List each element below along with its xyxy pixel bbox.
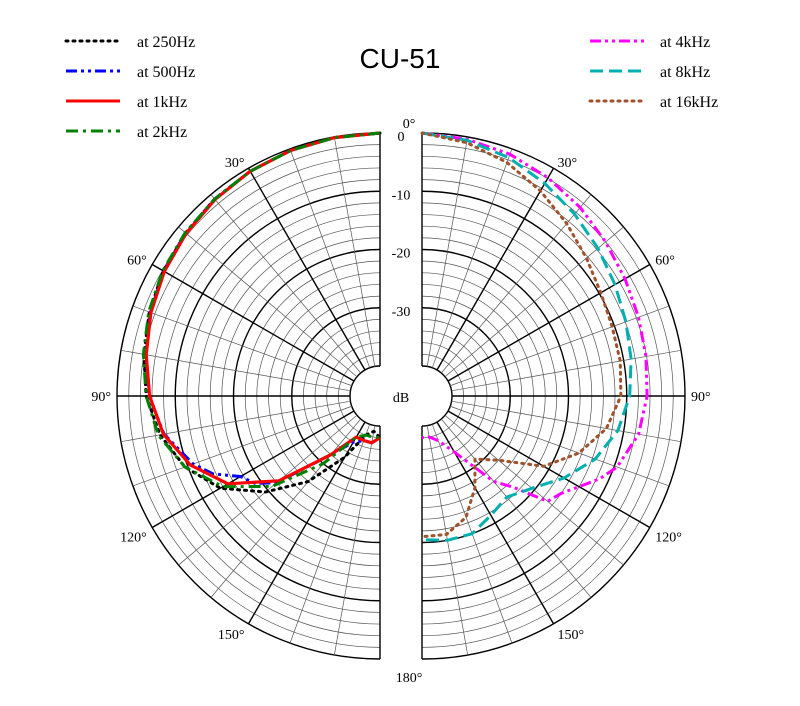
grid-spoke <box>450 305 670 387</box>
grid-spoke-major <box>436 421 555 625</box>
polar-grid-left <box>116 132 381 660</box>
tick-labels: 0 -10 -20 -30 dB 0° 30° 30° 60° 60° 90° 90° 120° 120°… <box>91 117 710 686</box>
grid-spoke <box>451 349 682 392</box>
angle-tick-label: 90° <box>91 390 111 405</box>
grid-ring-major <box>349 365 381 427</box>
grid-spoke <box>444 226 624 377</box>
legend-label: at 2kHz <box>137 124 187 141</box>
grid-ring-major <box>421 365 453 427</box>
r-tick-label: -10 <box>392 188 411 203</box>
legend-label: at 16kHz <box>660 94 718 111</box>
angle-tick-label: 30° <box>225 156 245 171</box>
series-line-4 <box>421 131 649 503</box>
grid-spoke-major <box>151 410 355 529</box>
r-tick-label: -20 <box>392 247 411 262</box>
series-line-5 <box>421 131 633 542</box>
grid-spoke-major <box>247 167 366 371</box>
angle-tick-label: 120° <box>655 531 682 546</box>
series-line-0 <box>142 131 382 494</box>
grid-spoke <box>426 136 469 367</box>
angle-tick-label: 60° <box>655 254 675 269</box>
grid-spoke <box>289 424 371 644</box>
grid-spoke <box>178 226 358 377</box>
grid-spoke <box>333 425 376 656</box>
r-tick-label: 0 <box>398 130 405 145</box>
grid-spoke <box>450 405 670 487</box>
grid-spoke <box>431 148 513 368</box>
grid-spoke <box>441 194 592 374</box>
grid-spoke <box>120 349 351 392</box>
grid-spoke <box>210 418 361 598</box>
chart-title: CU-51 <box>360 43 441 74</box>
legend-label: at 4kHz <box>660 34 710 51</box>
polar-grid-right <box>421 132 686 660</box>
grid-spoke <box>444 415 624 566</box>
grid-spoke-major <box>151 263 355 382</box>
grid-spoke <box>120 400 351 443</box>
angle-tick-label: 150° <box>558 628 585 643</box>
angle-tick-label: 30° <box>558 156 578 171</box>
grid-spoke <box>132 405 352 487</box>
grid-spoke-major <box>436 167 555 371</box>
legend-label: at 8kHz <box>660 64 710 81</box>
angle-tick-label: 150° <box>218 628 245 643</box>
grid-spoke <box>333 136 376 367</box>
grid-spoke <box>441 418 592 598</box>
grid-spoke-major <box>447 263 651 382</box>
legend-label: at 500Hz <box>137 64 195 81</box>
grid-spoke <box>289 148 371 368</box>
grid-spoke-major <box>447 410 651 529</box>
r-tick-label: -30 <box>392 305 411 320</box>
series-line-6 <box>420 131 623 539</box>
angle-tick-label: 90° <box>691 390 711 405</box>
grid-spoke <box>451 400 682 443</box>
angle-tick-label: 60° <box>127 254 147 269</box>
legend: at 250Hz at 500Hz at 1kHz at 2kHz at 4kHz at … <box>64 34 718 141</box>
series-line-3 <box>141 131 381 489</box>
unit-label: dB <box>393 391 409 406</box>
angle-tick-label: 120° <box>120 531 147 546</box>
legend-label: at 250Hz <box>137 34 195 51</box>
angle-tick-label: 180° <box>396 671 423 686</box>
legend-label: at 1kHz <box>137 94 187 111</box>
angle-tick-label: 0° <box>403 117 416 132</box>
grid-spoke <box>132 305 352 387</box>
series-layer <box>141 131 649 542</box>
grid-spoke <box>210 194 361 374</box>
